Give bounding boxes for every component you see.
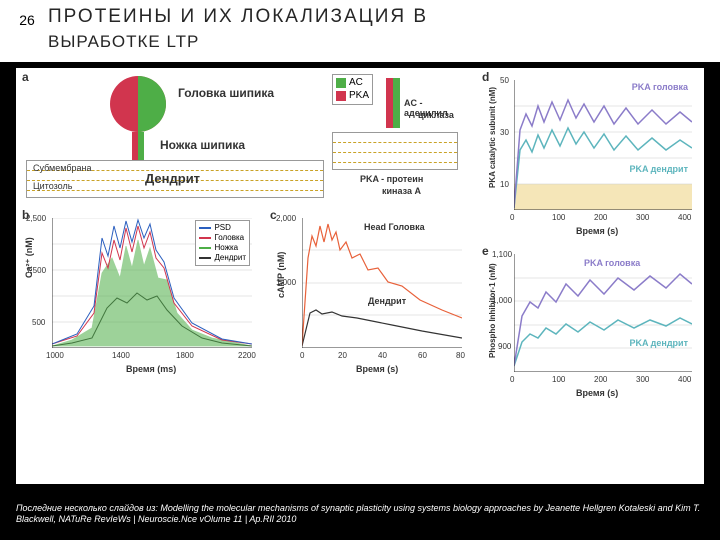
pka-note2: киназа A [382, 186, 421, 196]
submembrane-label: Субмембрана [33, 163, 91, 173]
pe-xlabel: Время (s) [576, 388, 618, 398]
panel-a: Головка шипика Ножка шипика Субмембрана … [22, 72, 328, 202]
dendrite-label: Дендрит [145, 171, 200, 186]
slide-number: 26 [12, 8, 42, 32]
dendrite-box: Субмембрана Цитозоль Дендрит [26, 160, 324, 198]
spine-head-icon [110, 76, 166, 132]
pe-ylabel: Phospho Inhibitor-1 (nM) [488, 263, 497, 358]
panel-d-label: d [482, 70, 489, 84]
pd-xlabel: Время (s) [576, 226, 618, 236]
head-label: Головка шипика [178, 86, 274, 100]
pd-dend-label: PKA дендрит [630, 164, 688, 174]
pb-xlabel: Время (ms) [126, 364, 176, 374]
pc-dend-label: Дендрит [368, 296, 406, 306]
dendrite-box-2 [332, 132, 458, 170]
pe-head-label: PKA головка [584, 258, 640, 268]
pc-xlabel: Время (s) [356, 364, 398, 374]
slide-subtitle: ВЫРАБОТКЕ LTP [48, 32, 199, 52]
panel-e-label: e [482, 244, 489, 258]
slide-title: ПРОТЕИНЫ И ИХ ЛОКАЛИЗАЦИЯ В [48, 6, 428, 28]
legend-pka: PKA [349, 90, 369, 103]
neck-label: Ножка шипика [160, 138, 245, 152]
panel-d-chart: PKA головка PKA дендрит [514, 80, 692, 210]
pe-dend-label: PKA дендрит [630, 338, 688, 348]
figure-container: a Головка шипика Ножка шипика Субмембран… [16, 68, 704, 484]
color-bar-icon [386, 78, 400, 128]
footer-citation: Последние несколько слайдов из: Modellin… [16, 503, 704, 526]
pc-ylabel: cAMP (nM) [276, 252, 286, 298]
spine-neck-icon [132, 132, 144, 160]
panel-b-legend: PSD Головка Ножка Дендрит [195, 220, 250, 266]
panel-c-chart: Head Головка Дендрит [302, 218, 462, 348]
panel-e-chart: PKA головка PKA дендрит [514, 254, 692, 372]
ac-note2: циклаза [418, 110, 454, 120]
ac-pka-legend: AC PKA [332, 74, 373, 105]
panel-e-svg [514, 254, 692, 372]
pd-ylabel: PKA catalytic subunit (nM) [488, 87, 497, 188]
cytosol-label: Цитозоль [33, 181, 72, 191]
panel-c-svg [302, 218, 462, 348]
pka-note1: PKA - протеин [360, 174, 423, 184]
pc-head-label: Head Головка [364, 222, 425, 232]
panel-d-svg [514, 80, 692, 210]
legend-ac: AC [349, 77, 363, 90]
pd-head-label: PKA головка [632, 82, 688, 92]
panel-b-chart: PSD Головка Ножка Дендрит [52, 218, 252, 348]
